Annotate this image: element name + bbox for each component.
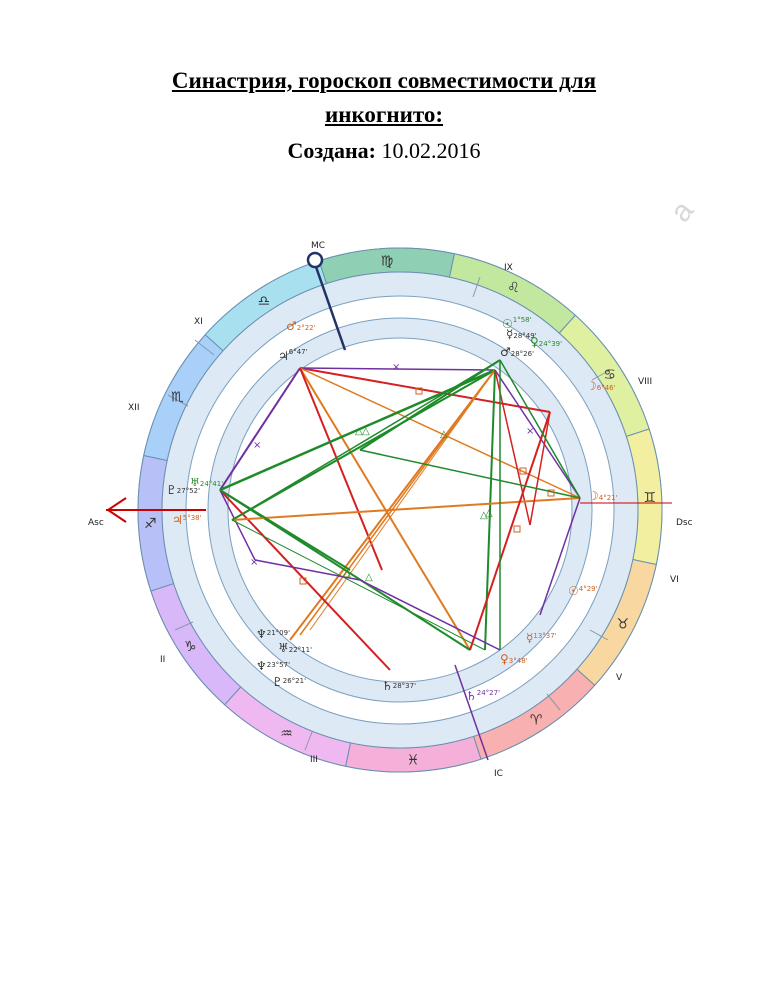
- sign-glyph: ♉: [616, 616, 629, 632]
- sign-glyph: ♌: [507, 280, 520, 296]
- house-vi: VI: [670, 575, 679, 585]
- svg-text:×: ×: [392, 362, 400, 373]
- outer-sun: ☉1°58': [502, 316, 532, 331]
- title-line-1: Синастрия, гороскоп совместимости для: [171, 68, 597, 93]
- house-ix: IX: [504, 263, 513, 273]
- svg-text:△: △: [440, 429, 448, 440]
- outer-moon-1: ☽6°46': [586, 379, 616, 393]
- inner-jupiter: ♃6°47': [278, 348, 308, 363]
- ic-label: IC: [494, 769, 503, 779]
- house-xi: XI: [194, 317, 203, 327]
- synastry-chart: △ △ △ △ △ △ △ × × × × MC IC Asc Dsc XII …: [88, 241, 693, 779]
- house-cusps: [167, 276, 611, 751]
- sign-glyph: ♋: [603, 367, 616, 383]
- inner-neptune: ♆21°09': [256, 627, 290, 641]
- outer-mercury: ☿28°49': [506, 327, 537, 341]
- outer-mars: ♂2°22': [286, 319, 316, 333]
- house-numerals: XII XI IX VIII VI V III II: [128, 263, 679, 765]
- svg-text:△: △: [355, 426, 363, 437]
- sign-glyphs: ♍ ♌ ♋ ♊ ♉ ♈ ♓ ♒ ♑ ♐ ♏ ♎: [144, 253, 656, 768]
- outer-moon-2: ☽4°21': [588, 489, 618, 503]
- sign-glyph: ♊: [643, 490, 656, 506]
- house-iii: III: [310, 755, 318, 765]
- aspect-lines: [219, 359, 581, 671]
- mc-label: MC: [311, 241, 325, 251]
- chart-axes: [106, 251, 672, 761]
- house-ii: II: [160, 655, 165, 665]
- svg-text:△: △: [485, 508, 493, 519]
- inner-saturn: ♄28°37': [382, 679, 416, 693]
- svg-text:△: △: [365, 572, 373, 583]
- inner-uranus: ♅24°41': [190, 476, 223, 489]
- sign-glyph: ♏: [171, 390, 184, 406]
- sign-glyph: ♐: [144, 516, 157, 532]
- inner-jupiter-2: ♃5°38': [172, 513, 202, 527]
- outer-mercury-2: ☿13°37': [526, 631, 557, 645]
- sign-glyph: ♑: [184, 639, 197, 655]
- inner-uranus-2: ♅22°11': [278, 641, 312, 655]
- inner-neptune-2: ♆23°57': [256, 659, 290, 673]
- dsc-label: Dsc: [676, 518, 693, 528]
- page-title: Синастрия, гороскоп совместимости для ин…: [0, 64, 768, 132]
- outer-venus: ♀24°39': [530, 335, 562, 349]
- sign-glyph: ♎: [258, 293, 271, 309]
- title-line-2: инкогнито:: [324, 102, 444, 127]
- svg-text:△: △: [480, 510, 488, 521]
- sign-glyph: ♍: [381, 253, 394, 269]
- outer-sun-2: ☉4°29': [568, 584, 598, 598]
- created-label: Создана:: [287, 138, 376, 163]
- aspect-markers: △ △ △ △ △ △ △ × × × ×: [250, 362, 555, 585]
- svg-text:×: ×: [253, 440, 261, 451]
- outer-venus-2: ♀3°48': [500, 652, 528, 666]
- inner-pluto-2: ♇26°21': [272, 675, 306, 689]
- sign-glyph: ♓: [407, 753, 420, 769]
- inner-mars: ♂28°26': [500, 345, 534, 359]
- svg-text:△: △: [343, 568, 351, 579]
- created-value: 10.02.2016: [381, 138, 481, 163]
- inner-pluto: ♇27°52': [166, 483, 200, 497]
- svg-text:△: △: [362, 426, 370, 437]
- house-v: V: [616, 673, 623, 683]
- sign-glyph: ♒: [280, 726, 293, 742]
- house-viii: VIII: [638, 377, 652, 387]
- angle-labels: MC IC Asc Dsc: [88, 241, 693, 779]
- house-xii: XII: [128, 403, 139, 413]
- inner-planets: ♃6°47' ♂28°26' ♇27°52' ♅24°41' ♃5°38' ♆2…: [166, 345, 534, 693]
- outer-saturn: ♄24°27': [466, 689, 500, 703]
- sign-glyph: ♈: [530, 713, 543, 729]
- svg-text:×: ×: [526, 426, 534, 437]
- asc-label: Asc: [88, 518, 104, 528]
- created-date: Создана: 10.02.2016: [0, 138, 768, 164]
- svg-text:×: ×: [250, 557, 258, 568]
- outer-planets: ♂2°22' ☉1°58' ☿28°49' ♀24°39' ☽6°46' ☽4°…: [286, 316, 618, 703]
